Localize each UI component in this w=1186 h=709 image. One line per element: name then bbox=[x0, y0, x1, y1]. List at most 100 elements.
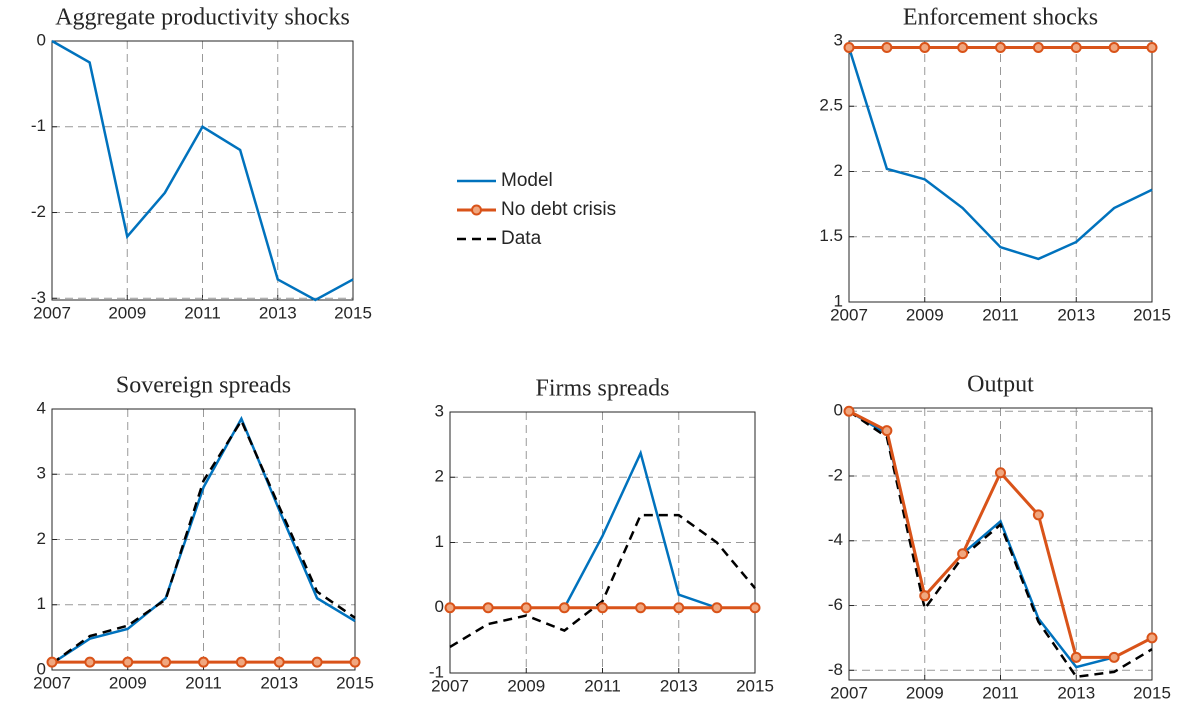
panel-title: Firms spreads bbox=[536, 376, 670, 402]
x-tick-label: 2009 bbox=[108, 303, 146, 322]
legend-marker bbox=[471, 204, 482, 216]
panel-title: Output bbox=[967, 372, 1034, 398]
x-tick-label: 2007 bbox=[830, 683, 868, 702]
y-tick-label: 2 bbox=[435, 467, 444, 486]
panel: 2007 2009 2011 2013 2015 -8 -6 -4 -2 0 Output bbox=[828, 372, 1171, 703]
series-marker bbox=[349, 656, 361, 668]
x-tick-label: 2009 bbox=[906, 683, 944, 702]
x-tick-label: 2015 bbox=[334, 303, 372, 322]
series-marker bbox=[1070, 42, 1082, 54]
series-marker bbox=[1032, 42, 1044, 54]
x-tick-label: 2013 bbox=[660, 676, 698, 695]
series-marker bbox=[273, 656, 285, 668]
x-tick-label: 2009 bbox=[109, 673, 147, 692]
panel: 2007 2009 2011 2013 2015 -3 -2 -1 0 Aggregate pro… bbox=[31, 5, 372, 323]
x-tick-label: 2013 bbox=[1057, 305, 1095, 324]
series-marker bbox=[995, 467, 1006, 479]
y-tick-label: 0 bbox=[834, 401, 843, 420]
y-tick-label: 3 bbox=[435, 401, 444, 420]
panel: 2007 2009 2011 2013 2015 1 1.5 2 2.5 3 Enforcement… bbox=[819, 5, 1171, 325]
y-tick-label: 1 bbox=[834, 291, 843, 310]
y-tick-label: -8 bbox=[828, 660, 843, 679]
y-tick-label: -6 bbox=[828, 595, 843, 614]
series-marker bbox=[995, 42, 1006, 54]
x-tick-label: 2009 bbox=[507, 676, 545, 695]
panel-title: Sovereign spreads bbox=[116, 373, 291, 399]
series-marker bbox=[235, 656, 247, 668]
series-marker bbox=[635, 602, 647, 614]
panel: 2007 2009 2011 2013 2015 0 1 2 3 4 Sovereign sprea… bbox=[33, 373, 374, 693]
legend-label: No debt crisis bbox=[501, 199, 616, 220]
x-tick-label: 2015 bbox=[1133, 683, 1171, 702]
panel-title: Enforcement shocks bbox=[903, 5, 1098, 31]
series-marker bbox=[160, 656, 172, 668]
axes-box bbox=[51, 408, 356, 671]
y-tick-label: 3 bbox=[834, 30, 843, 49]
x-tick-label: 2011 bbox=[982, 683, 1019, 702]
x-tick-label: 2013 bbox=[259, 303, 297, 322]
series-marker bbox=[1032, 509, 1044, 521]
y-tick-label: -2 bbox=[828, 465, 843, 484]
series-marker bbox=[558, 602, 570, 614]
x-tick-label: 2009 bbox=[906, 305, 944, 324]
y-tick-label: 1 bbox=[435, 532, 444, 551]
axes-box bbox=[848, 40, 1153, 303]
y-tick-label: -4 bbox=[828, 530, 843, 549]
series-marker bbox=[1108, 42, 1120, 54]
y-tick-label: 2 bbox=[834, 161, 843, 180]
series-marker bbox=[1146, 42, 1158, 54]
series-marker bbox=[84, 656, 96, 668]
legend-label: Data bbox=[501, 228, 542, 249]
series-line bbox=[449, 513, 756, 648]
series-marker bbox=[957, 42, 969, 54]
series-marker bbox=[444, 602, 456, 614]
axes-box bbox=[848, 407, 1153, 681]
series-marker bbox=[1070, 651, 1082, 663]
series-marker bbox=[919, 590, 931, 602]
x-tick-label: 2007 bbox=[33, 673, 71, 692]
y-tick-label: -1 bbox=[31, 116, 46, 135]
x-tick-label: 2011 bbox=[185, 673, 222, 692]
panel: 2007 2009 2011 2013 2015 -1 0 1 2 3 Firms spreads bbox=[429, 376, 774, 696]
series-marker bbox=[957, 548, 969, 560]
y-tick-label: 2.5 bbox=[819, 96, 843, 115]
axes-box bbox=[449, 411, 756, 674]
y-tick-label: 1.5 bbox=[819, 226, 843, 245]
series-marker bbox=[597, 602, 608, 614]
x-tick-label: 2011 bbox=[584, 676, 621, 695]
y-tick-label: -2 bbox=[31, 202, 46, 221]
series-line bbox=[51, 418, 356, 665]
series-line bbox=[847, 47, 1153, 261]
y-tick-label: 0 bbox=[37, 30, 46, 49]
series-marker bbox=[749, 602, 761, 614]
y-tick-label: 0 bbox=[435, 597, 444, 616]
plot-area bbox=[52, 41, 353, 300]
x-tick-label: 2013 bbox=[1057, 683, 1095, 702]
series-marker bbox=[881, 42, 893, 54]
series-line bbox=[848, 410, 1153, 679]
x-tick-label: 2011 bbox=[184, 303, 221, 322]
series-line bbox=[51, 39, 354, 302]
x-tick-label: 2013 bbox=[260, 673, 298, 692]
y-tick-label: 0 bbox=[37, 659, 46, 678]
series-marker bbox=[1146, 632, 1158, 644]
x-tick-label: 2007 bbox=[431, 676, 469, 695]
x-tick-label: 2011 bbox=[982, 305, 1019, 324]
series-marker bbox=[843, 405, 855, 417]
y-tick-label: -3 bbox=[31, 288, 46, 307]
series-marker bbox=[711, 602, 723, 614]
y-tick-label: 3 bbox=[37, 464, 46, 483]
x-tick-label: 2007 bbox=[830, 305, 868, 324]
series-marker bbox=[46, 656, 58, 668]
series-marker bbox=[843, 42, 855, 54]
y-tick-label: -1 bbox=[429, 662, 444, 681]
series-marker bbox=[673, 602, 685, 614]
series-marker bbox=[482, 602, 494, 614]
x-tick-label: 2015 bbox=[336, 673, 374, 692]
series-marker bbox=[520, 602, 532, 614]
y-tick-label: 4 bbox=[37, 398, 46, 417]
axes-box bbox=[51, 40, 354, 301]
series-marker bbox=[1108, 651, 1120, 663]
legend-label: Model bbox=[501, 170, 553, 191]
